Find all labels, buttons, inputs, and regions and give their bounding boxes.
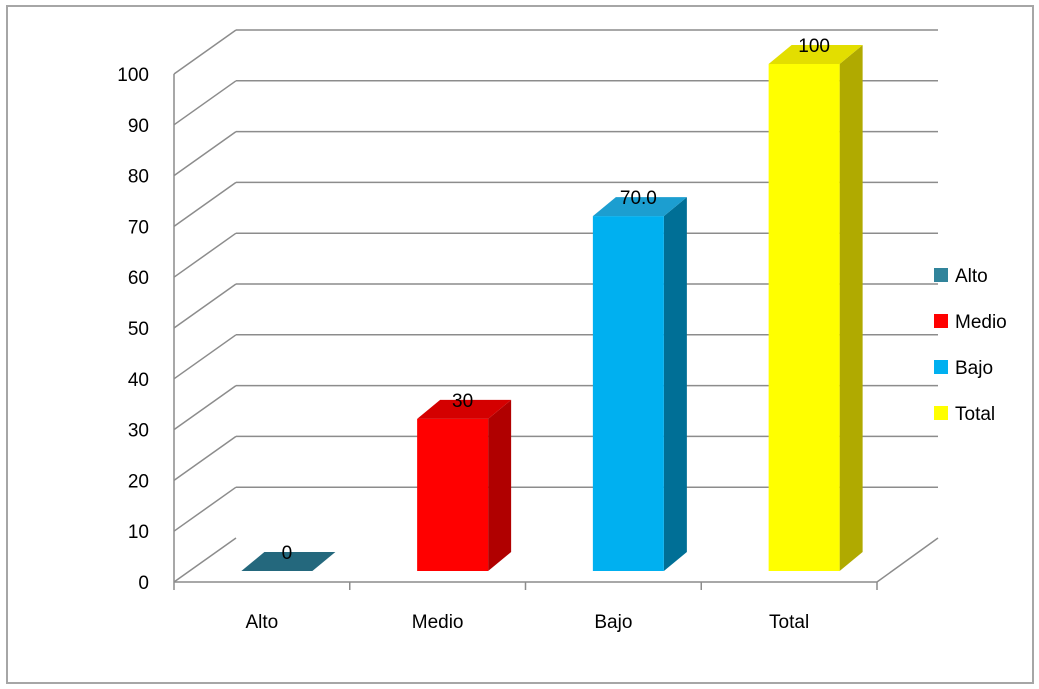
chart-frame: [6, 5, 1034, 684]
side-wall-gridline: [173, 181, 237, 228]
y-tick-label: 90: [128, 116, 149, 137]
data-label-bajo: 70.0: [620, 188, 657, 209]
side-wall-gridline: [173, 232, 237, 278]
legend-swatch-bajo: [934, 360, 948, 374]
legend-label-medio: Medio: [955, 312, 1007, 333]
y-tick-label: 50: [128, 319, 149, 340]
y-tick-label: 10: [128, 522, 149, 543]
bar-side-medio: [488, 399, 512, 571]
legend-swatch-medio: [934, 314, 948, 328]
side-wall-gridline: [173, 80, 237, 126]
y-tick-label: 20: [128, 471, 149, 492]
x-tick-label-medio: Medio: [412, 612, 464, 633]
bar-top-bajo: [592, 197, 687, 217]
side-wall-gridline: [173, 384, 237, 431]
side-wall-gridline: [173, 334, 237, 380]
y-tick-label: 30: [128, 421, 149, 442]
bar-top-alto: [241, 552, 336, 571]
data-label-total: 100: [798, 36, 830, 57]
y-tick-label: 70: [128, 217, 149, 238]
legend-label-total: Total: [955, 404, 995, 425]
legend-label-alto: Alto: [955, 266, 988, 287]
side-wall-gridline: [173, 486, 237, 532]
legend-swatch-total: [934, 406, 948, 420]
bar-medio: [417, 418, 489, 571]
y-tick-label: 80: [128, 167, 149, 188]
side-wall-gridline: [173, 537, 237, 583]
bar-top-total: [768, 45, 863, 64]
y-tick-label: 100: [117, 65, 149, 86]
legend-swatch-alto: [934, 268, 948, 282]
y-tick-label: 40: [128, 370, 149, 391]
x-tick-label-total: Total: [769, 612, 809, 633]
bar-bajo: [592, 216, 664, 571]
x-tick-label-alto: Alto: [246, 612, 279, 633]
side-wall-gridline: [173, 435, 237, 482]
legend-label-bajo: Bajo: [955, 358, 993, 379]
bar-top-medio: [417, 399, 512, 419]
bar-side-bajo: [663, 197, 687, 571]
data-label-medio: 30: [452, 391, 473, 412]
bar-total: [768, 64, 840, 571]
data-label-alto: 0: [282, 543, 293, 564]
side-wall-gridline: [173, 283, 237, 329]
x-tick-label-bajo: Bajo: [594, 612, 632, 633]
bar-side-total: [839, 45, 863, 571]
y-tick-label: 60: [128, 268, 149, 289]
side-wall-gridline: [173, 29, 237, 75]
y-tick-label: 0: [138, 573, 149, 594]
side-wall-gridline: [173, 130, 237, 177]
